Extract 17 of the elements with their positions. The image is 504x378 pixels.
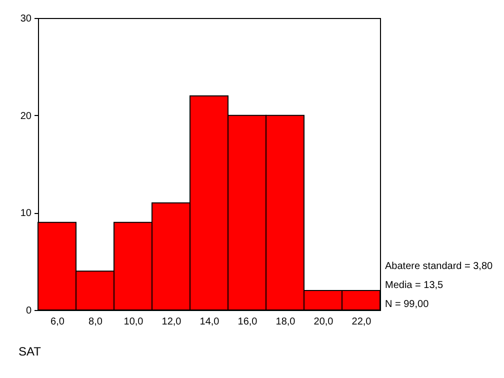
x-tick-label: 10,0 [124, 316, 144, 328]
y-tick-label: 20 [20, 110, 32, 122]
x-tick-label: 18,0 [276, 316, 296, 328]
y-tick-label: 30 [20, 14, 32, 24]
x-tick-label: 12,0 [162, 316, 182, 328]
y-tick-label: 0 [26, 306, 32, 316]
x-tick-label: 6,0 [50, 316, 65, 328]
text: N = 99,00 [385, 298, 430, 312]
x-axis-title: SAT [18, 344, 42, 358]
x-tick-label: 22,0 [352, 316, 372, 328]
y-tick-label: 10 [20, 208, 32, 220]
text: Abatere standard = 3,80 [385, 260, 493, 274]
x-tick-label: 8,0 [88, 316, 103, 328]
x-tick-label: 20,0 [314, 316, 334, 328]
x-tick-label: 16,0 [238, 316, 258, 328]
text: Media = 13,5 [385, 279, 444, 293]
x-tick-label: 14,0 [200, 316, 220, 328]
